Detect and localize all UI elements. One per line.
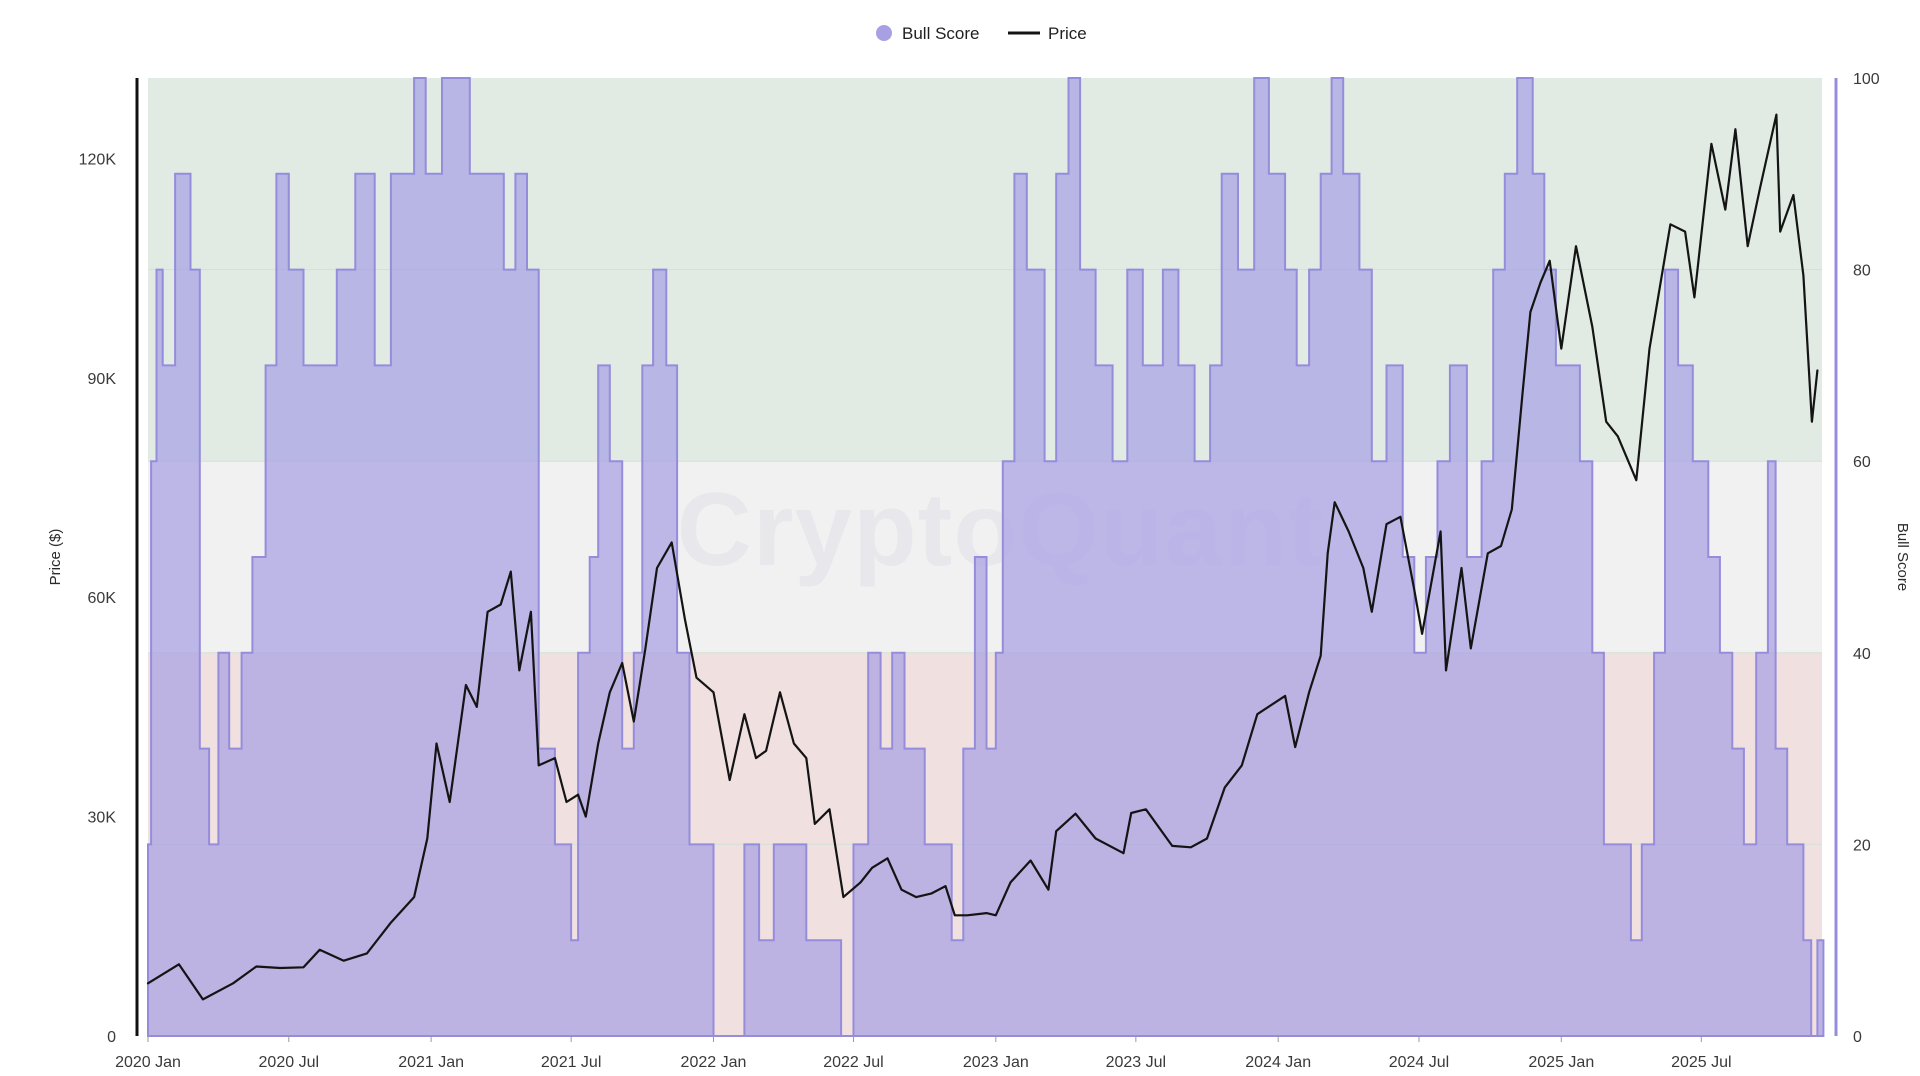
x-tick-label: 2021 Jan (398, 1054, 464, 1071)
x-tick-label: 2022 Jan (681, 1054, 747, 1071)
x-tick-label: 2020 Jul (259, 1054, 320, 1071)
right-tick-label: 100 (1853, 71, 1880, 88)
legend-label-bull-score: Bull Score (902, 24, 979, 43)
bull-score-layer (147, 77, 1825, 1037)
x-tick-label: 2020 Jan (115, 1054, 181, 1071)
right-axis-title: Bull Score (1894, 523, 1911, 591)
price-layer (146, 113, 1819, 1001)
right-tick-label: 0 (1853, 1029, 1862, 1046)
x-tick-label: 2025 Jul (1671, 1054, 1732, 1071)
left-tick-label: 0 (107, 1029, 116, 1046)
left-tick-label: 90K (88, 371, 117, 388)
x-tick-label: 2024 Jan (1245, 1054, 1311, 1071)
x-tick-label: 2023 Jul (1106, 1054, 1167, 1071)
axes-layer: 0 30K 60K 90K 120K 0 20 40 60 80 100 2020 Jan 2020 J… (79, 71, 1880, 1071)
series-price-line (146, 113, 1819, 1001)
right-tick-label: 20 (1853, 837, 1871, 854)
left-tick-label: 60K (88, 590, 117, 607)
x-tick-label: 2023 Jan (963, 1054, 1029, 1071)
right-tick-label: 40 (1853, 646, 1871, 663)
x-tick-label: 2022 Jul (823, 1054, 884, 1071)
series-bull-score-area (147, 77, 1825, 1037)
legend: Bull Score Price (876, 24, 1087, 43)
x-tick-label: 2025 Jan (1528, 1054, 1594, 1071)
x-tick-label: 2024 Jul (1389, 1054, 1450, 1071)
left-axis-title: Price ($) (47, 529, 64, 586)
left-tick-label: 120K (79, 151, 117, 168)
right-tick-label: 60 (1853, 454, 1871, 471)
right-tick-label: 80 (1853, 263, 1871, 280)
x-tick-label: 2021 Jul (541, 1054, 602, 1071)
legend-label-price: Price (1048, 24, 1087, 43)
left-tick-label: 30K (88, 810, 117, 827)
legend-marker-bull-score (876, 25, 892, 41)
